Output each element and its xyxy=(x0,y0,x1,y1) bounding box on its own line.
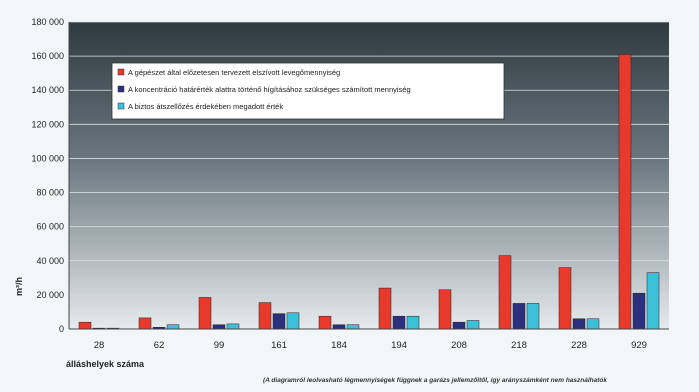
bar-series-3-161 xyxy=(286,312,300,330)
y-tick-label: 0 xyxy=(59,324,64,334)
bar-series-1-194 xyxy=(378,287,392,330)
x-axis-title: álláshelyek száma xyxy=(66,359,145,369)
bar-series-2-218 xyxy=(512,303,526,330)
x-category-label: 929 xyxy=(631,340,647,351)
x-category-label: 28 xyxy=(94,340,105,351)
bar-series-1-228 xyxy=(558,267,572,330)
x-category-label: 218 xyxy=(511,340,527,351)
x-category-label: 62 xyxy=(154,340,165,351)
bar-series-2-228 xyxy=(572,318,586,330)
y-tick-label: 180 000 xyxy=(31,17,64,27)
y-tick-label: 140 000 xyxy=(31,85,64,95)
gridlines xyxy=(69,21,669,296)
bar-series-2-208 xyxy=(452,321,466,330)
bar-series-2-161 xyxy=(272,313,286,330)
bar-series-3-99 xyxy=(226,323,240,330)
bar-series-3-62 xyxy=(166,324,180,330)
y-tick-label: 40 000 xyxy=(36,256,64,266)
bar-series-3-184 xyxy=(346,324,360,330)
bar-series-3-929 xyxy=(646,272,660,330)
y-tick-label: 100 000 xyxy=(31,153,64,163)
x-category-label: 228 xyxy=(571,340,587,351)
legend-box xyxy=(111,62,505,120)
legend-swatch-2 xyxy=(117,85,125,93)
x-category-label: 161 xyxy=(271,340,287,351)
bar-series-2-194 xyxy=(392,315,406,330)
y-tick-label: 80 000 xyxy=(36,188,64,198)
bar-series-1-218 xyxy=(498,255,512,330)
bar-series-1-99 xyxy=(198,297,212,330)
bar-series-2-99 xyxy=(212,324,226,330)
bar-series-1-161 xyxy=(258,302,272,330)
bar-series-3-228 xyxy=(586,318,600,330)
legend-label-1: A gépészet által előzetesen tervezett el… xyxy=(128,68,340,77)
x-category-label: 194 xyxy=(391,340,407,351)
footnote: (A diagramról leolvasható légmennyiségek… xyxy=(263,377,607,384)
bar-series-1-62 xyxy=(138,317,152,330)
bar-series-1-28 xyxy=(78,321,92,330)
legend-swatch-3 xyxy=(117,102,125,110)
x-category-label: 208 xyxy=(451,340,467,351)
legend-label-3: A biztos átszellőzés érdekében megadott … xyxy=(128,102,283,111)
x-category-label: 184 xyxy=(331,340,347,351)
bar-series-3-208 xyxy=(466,320,480,330)
x-category-label: 99 xyxy=(214,340,225,351)
bar-series-1-929 xyxy=(618,54,632,330)
y-tick-label: 20 000 xyxy=(36,290,64,300)
legend-label-2: A koncentráció határérték alattra történ… xyxy=(128,85,411,94)
legend: A gépészet által előzetesen tervezett el… xyxy=(111,62,505,120)
bars xyxy=(78,54,660,330)
bar-series-2-929 xyxy=(632,292,646,330)
bar-series-3-218 xyxy=(526,303,540,330)
y-axis-ticks: 0 20 000 40 000 60 000 80 000 100 000 120 000 1… xyxy=(31,17,64,334)
y-axis-title: m³/h xyxy=(14,277,24,296)
y-tick-label: 120 000 xyxy=(31,119,64,129)
y-tick-label: 60 000 xyxy=(36,222,64,232)
bar-series-2-184 xyxy=(332,324,346,330)
y-tick-label: 160 000 xyxy=(31,51,64,61)
bar-series-3-194 xyxy=(406,315,420,330)
bar-series-1-184 xyxy=(318,315,332,330)
x-axis-categories: 28 62 99 161 184 194 208 218 228 929 xyxy=(94,340,647,351)
bar-series-1-208 xyxy=(438,289,452,330)
legend-swatch-1 xyxy=(117,68,125,76)
